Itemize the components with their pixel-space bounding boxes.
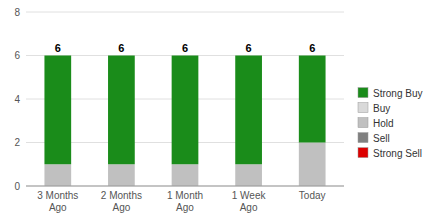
bars (44, 56, 325, 187)
y-tick-label: 2 (14, 137, 20, 148)
total-label: 6 (182, 42, 188, 54)
legend-swatch (358, 103, 368, 113)
x-tick-label: Today (299, 190, 326, 201)
bar-segment (108, 164, 135, 186)
bar-segment (172, 164, 199, 186)
bar-segment (172, 56, 199, 165)
legend-swatch (358, 148, 368, 158)
legend-label: Strong Sell (373, 148, 422, 159)
chart-container: 0 2 4 6 8 6 6 6 6 6 3 MonthsAgo 2 MonthsAgo 1 MonthA… (0, 0, 440, 220)
grid-line (26, 12, 344, 13)
y-tick-label: 6 (14, 50, 20, 61)
bar-segment (44, 56, 71, 165)
total-label: 6 (118, 42, 124, 54)
x-tick-label: 2 MonthsAgo (101, 190, 142, 213)
legend-swatch (358, 118, 368, 128)
legend-label: Strong Buy (373, 88, 422, 99)
y-tick-label: 8 (14, 7, 20, 18)
x-tick-label: 1 MonthAgo (167, 190, 203, 213)
legend-label: Buy (373, 103, 390, 114)
bar-segment (235, 56, 262, 165)
bar-segment (299, 56, 326, 143)
total-label: 6 (55, 42, 61, 54)
x-axis-line (26, 186, 344, 187)
legend-swatch (358, 133, 368, 143)
legend: Strong Buy Buy Hold Sell Strong Sell (358, 88, 422, 159)
chart: 0 2 4 6 8 6 6 6 6 6 3 MonthsAgo 2 MonthsAgo 1 MonthA… (0, 0, 440, 220)
legend-swatch (358, 88, 368, 98)
legend-label: Sell (373, 133, 390, 144)
y-tick-label: 0 (14, 181, 20, 192)
bar-segment (235, 164, 262, 186)
grid-line (26, 186, 344, 187)
y-tick-label: 4 (14, 94, 20, 105)
grid (26, 12, 344, 186)
legend-label: Hold (373, 118, 394, 129)
x-tick-label: 1 WeekAgo (232, 190, 267, 213)
bar-segment (108, 56, 135, 165)
total-label: 6 (309, 42, 315, 54)
x-tick-label: 3 MonthsAgo (37, 190, 78, 213)
bar-segment (299, 143, 326, 187)
bar-segment (44, 164, 71, 186)
total-label: 6 (246, 42, 252, 54)
